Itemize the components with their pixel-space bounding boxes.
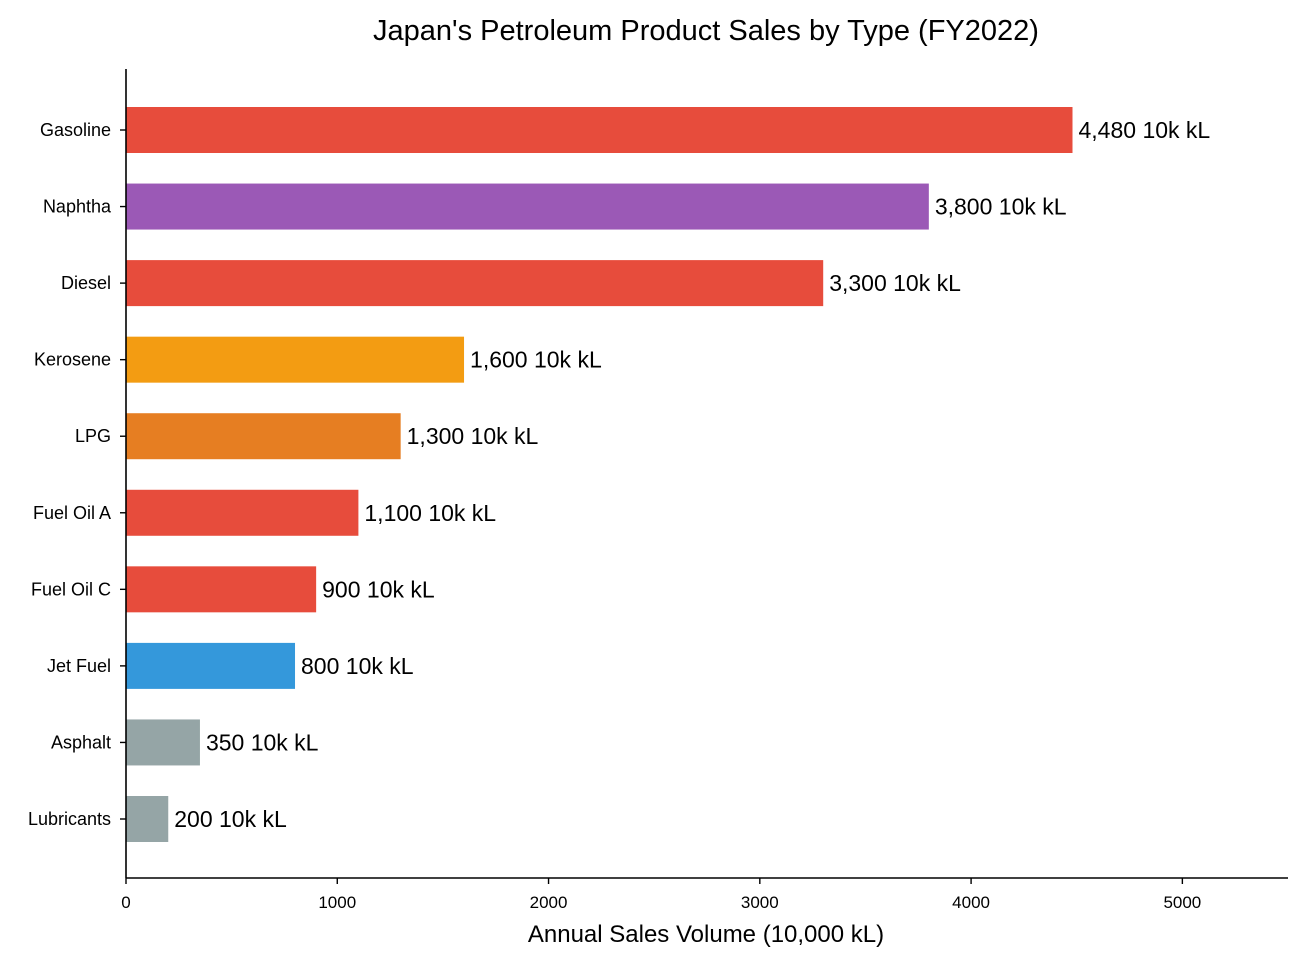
- value-label: 350 10k kL: [206, 729, 319, 755]
- category-label: Fuel Oil C: [31, 579, 111, 599]
- bars-layer: [126, 107, 1073, 842]
- value-label: 800 10k kL: [301, 653, 414, 679]
- bar-fuel-oil-a: [126, 489, 359, 536]
- bar-diesel: [126, 260, 824, 307]
- x-tick-label: 2000: [530, 893, 568, 912]
- value-label: 200 10k kL: [174, 806, 287, 832]
- x-axis-label: Annual Sales Volume (10,000 kL): [528, 921, 884, 948]
- bar-naphtha: [126, 183, 929, 230]
- x-tick-label: 5000: [1163, 893, 1201, 912]
- x-tick-label: 3000: [741, 893, 779, 912]
- chart-title: Japan's Petroleum Product Sales by Type …: [373, 15, 1039, 47]
- bar-jet-fuel: [126, 642, 296, 689]
- value-label: 1,300 10k kL: [407, 423, 539, 449]
- value-label: 4,480 10k kL: [1079, 117, 1211, 143]
- value-label: 3,800 10k kL: [935, 194, 1067, 220]
- x-tick-label: 1000: [318, 893, 356, 912]
- x-tick-label: 0: [121, 893, 130, 912]
- bar-lubricants: [126, 796, 169, 842]
- x-tick-label: 4000: [952, 893, 990, 912]
- labels-layer: 4,480 10k kL 3,800 10k kL 3,300 10k kL 1,60…: [174, 117, 1210, 832]
- bar-fuel-oil-c: [126, 566, 317, 613]
- category-label: Naphtha: [43, 197, 112, 217]
- bar-lpg: [126, 413, 401, 460]
- value-label: 3,300 10k kL: [829, 270, 961, 296]
- category-label: Gasoline: [40, 120, 111, 140]
- axes-layer: [125, 69, 1288, 879]
- category-label: Kerosene: [34, 350, 111, 370]
- category-label: LPG: [75, 426, 111, 446]
- bar-gasoline: [126, 107, 1073, 153]
- value-label: 1,100 10k kL: [364, 500, 496, 526]
- category-label: Diesel: [61, 273, 111, 293]
- category-label: Lubricants: [28, 809, 111, 829]
- bar-asphalt: [126, 719, 200, 766]
- bar-kerosene: [126, 336, 465, 383]
- value-label: 1,600 10k kL: [470, 347, 602, 373]
- ticks-layer: Gasoline Naphtha Diesel Kerosene LPG Fuel Oil…: [28, 120, 1201, 912]
- category-label: Fuel Oil A: [33, 503, 111, 523]
- category-label: Asphalt: [51, 732, 111, 752]
- category-label: Jet Fuel: [47, 656, 111, 676]
- value-label: 900 10k kL: [322, 576, 435, 602]
